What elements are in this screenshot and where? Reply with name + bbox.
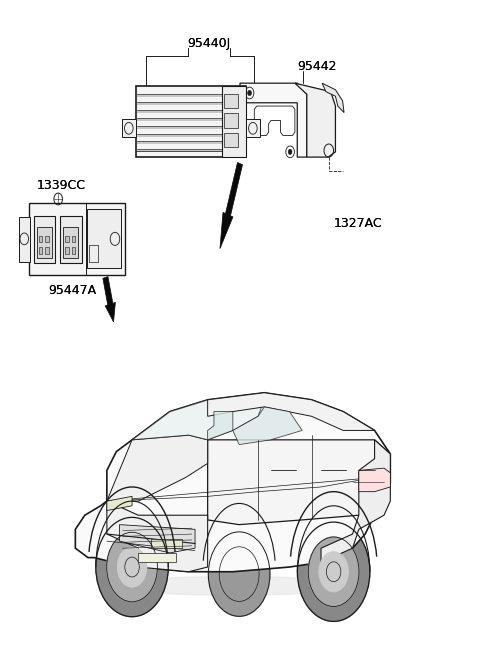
Text: 95440J: 95440J (187, 37, 230, 50)
Text: 95447A: 95447A (48, 284, 96, 297)
Circle shape (319, 552, 348, 591)
Polygon shape (233, 407, 302, 445)
Bar (151, 539, 182, 548)
Bar (224, 133, 238, 147)
Polygon shape (321, 440, 390, 562)
Text: 1327AC: 1327AC (334, 217, 383, 231)
Bar (38, 248, 42, 254)
Polygon shape (322, 83, 344, 112)
Circle shape (248, 91, 252, 96)
Polygon shape (295, 83, 336, 157)
Bar (72, 236, 75, 242)
Circle shape (208, 532, 270, 616)
Text: 95442: 95442 (298, 60, 337, 74)
Bar (45, 236, 49, 242)
Polygon shape (208, 440, 390, 525)
Bar (36, 227, 52, 258)
Bar (19, 217, 31, 261)
Circle shape (308, 537, 359, 606)
Polygon shape (208, 411, 233, 440)
Polygon shape (103, 277, 115, 322)
Circle shape (288, 149, 292, 154)
Bar (38, 236, 42, 242)
Bar (87, 210, 120, 268)
Text: 95440J: 95440J (187, 37, 230, 50)
Ellipse shape (115, 576, 351, 595)
Text: 1327AC: 1327AC (334, 217, 383, 231)
Polygon shape (208, 393, 374, 430)
Bar (224, 113, 238, 127)
Bar (63, 227, 78, 258)
Bar (45, 248, 49, 254)
Bar (65, 248, 69, 254)
Polygon shape (132, 400, 264, 440)
Bar (60, 216, 82, 263)
Text: 95447A: 95447A (48, 284, 96, 297)
Bar (138, 553, 176, 562)
Polygon shape (107, 435, 208, 501)
Text: 1339CC: 1339CC (36, 179, 85, 193)
Bar (136, 87, 246, 157)
Bar (65, 236, 69, 242)
Polygon shape (107, 501, 208, 572)
Polygon shape (240, 83, 307, 157)
Polygon shape (120, 525, 195, 553)
Polygon shape (75, 393, 390, 572)
Bar (89, 246, 98, 261)
Bar (29, 203, 124, 275)
Polygon shape (220, 162, 242, 249)
Circle shape (118, 547, 146, 587)
Text: 1339CC: 1339CC (36, 179, 85, 193)
Circle shape (107, 532, 157, 602)
Polygon shape (359, 468, 390, 491)
Polygon shape (121, 119, 136, 137)
Polygon shape (246, 119, 260, 137)
Circle shape (298, 522, 370, 622)
Circle shape (96, 517, 168, 617)
Polygon shape (107, 497, 132, 510)
Bar (72, 248, 75, 254)
Bar (34, 216, 55, 263)
Bar (222, 87, 246, 157)
Bar (224, 94, 238, 108)
Text: 95442: 95442 (298, 60, 337, 74)
